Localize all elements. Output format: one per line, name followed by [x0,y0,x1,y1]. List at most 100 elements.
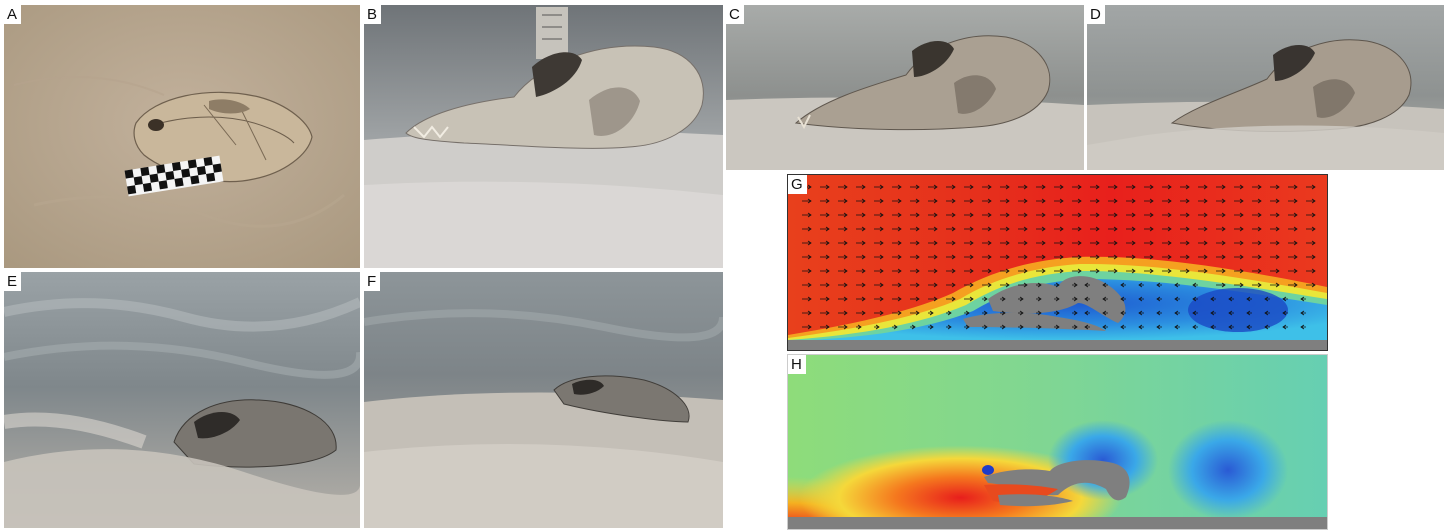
velocity-arrow [856,324,862,330]
velocity-arrow [1102,296,1108,302]
velocity-arrow [1252,240,1262,246]
velocity-arrow [892,212,902,218]
velocity-arrow [874,282,884,288]
velocity-arrow [1144,254,1154,260]
velocity-arrow [1156,310,1162,316]
velocity-arrow [982,240,992,246]
velocity-arrow [1126,198,1136,204]
velocity-arrow [802,198,812,204]
velocity-arrow [1090,184,1100,190]
velocity-arrow [910,268,920,274]
velocity-arrow [1270,212,1280,218]
velocity-arrow [874,324,880,330]
velocity-arrow [1300,310,1306,316]
velocity-arrow [1072,324,1078,330]
velocity-arrow [1000,184,1010,190]
velocity-arrow [964,184,974,190]
velocity-arrow [1090,254,1100,260]
velocity-arrow [946,240,956,246]
velocity-arrow [892,324,898,330]
ruler-icon [536,7,568,59]
skull-top-view-icon [4,5,360,268]
velocity-arrow [802,296,812,302]
velocity-arrow [1144,268,1154,274]
velocity-arrow [982,310,988,316]
velocity-arrow [1288,198,1298,204]
velocity-arrow [1018,324,1024,330]
velocity-arrow [892,268,902,274]
velocity-arrow [1108,240,1118,246]
velocity-arrow [1144,184,1154,190]
velocity-arrow [1198,198,1208,204]
velocity-arrow [1120,296,1126,302]
velocity-arrow [1216,212,1226,218]
velocity-arrow [1252,212,1262,218]
velocity-arrow [1234,184,1244,190]
velocity-arrow [964,226,974,232]
velocity-arrow [1072,240,1082,246]
velocity-arrow [1084,324,1090,330]
velocity-arrow [928,240,938,246]
velocity-arrow [838,268,848,274]
velocity-arrow [820,212,830,218]
velocity-arrow [892,240,902,246]
velocity-arrow [1018,268,1028,274]
velocity-arrow [946,310,952,316]
velocity-arrow [928,254,938,260]
velocity-arrow [1108,184,1118,190]
velocity-arrow [1270,282,1280,288]
velocity-arrow [874,268,884,274]
velocity-arrow [982,184,992,190]
velocity-arrow [1216,254,1226,260]
velocity-arrow [1282,296,1288,302]
velocity-arrow [1000,296,1006,302]
velocity-arrow [856,226,866,232]
panel-e-label: E [4,272,22,291]
velocity-arrow [946,282,956,288]
skull-partially-buried-icon [726,5,1084,170]
panel-c-photo: C [726,5,1084,170]
velocity-arrow [802,254,812,260]
velocity-arrow [838,212,848,218]
velocity-arrow [1300,296,1306,302]
velocity-arrow [1174,282,1180,288]
velocity-arrow [946,184,956,190]
velocity-arrow [928,282,938,288]
velocity-arrow [1270,198,1280,204]
velocity-arrow [838,226,848,232]
velocity-arrow [1216,282,1226,288]
velocity-arrow [1138,310,1144,316]
velocity-arrow [946,212,956,218]
velocity-arrow [1018,240,1028,246]
velocity-arrow [802,226,812,232]
velocity-arrow [892,198,902,204]
velocity-arrow [1246,310,1252,316]
velocity-arrow [1246,324,1252,330]
velocity-arrow [1126,184,1136,190]
velocity-arrow [1234,226,1244,232]
velocity-arrow [1228,296,1234,302]
velocity-arrow [892,254,902,260]
velocity-arrow [1192,324,1198,330]
velocity-arrow [910,324,916,330]
velocity-arrow [1234,282,1244,288]
velocity-arrow [1234,212,1244,218]
velocity-arrow [928,212,938,218]
velocity-arrow [1036,268,1046,274]
velocity-arrow [910,212,920,218]
velocity-arrow [1126,268,1136,274]
velocity-arrow [1270,226,1280,232]
velocity-arrow [910,254,920,260]
velocity-arrow [1282,324,1288,330]
velocity-arrow [1270,254,1280,260]
velocity-arrow [910,240,920,246]
panel-f-label: F [364,272,381,291]
velocity-arrow [820,282,830,288]
velocity-arrow [1018,254,1028,260]
velocity-arrow [1018,198,1028,204]
velocity-arrow [1180,198,1190,204]
velocity-arrow [1246,296,1252,302]
velocity-arrow [838,282,848,288]
velocity-arrow [1090,212,1100,218]
velocity-arrow [1156,296,1162,302]
